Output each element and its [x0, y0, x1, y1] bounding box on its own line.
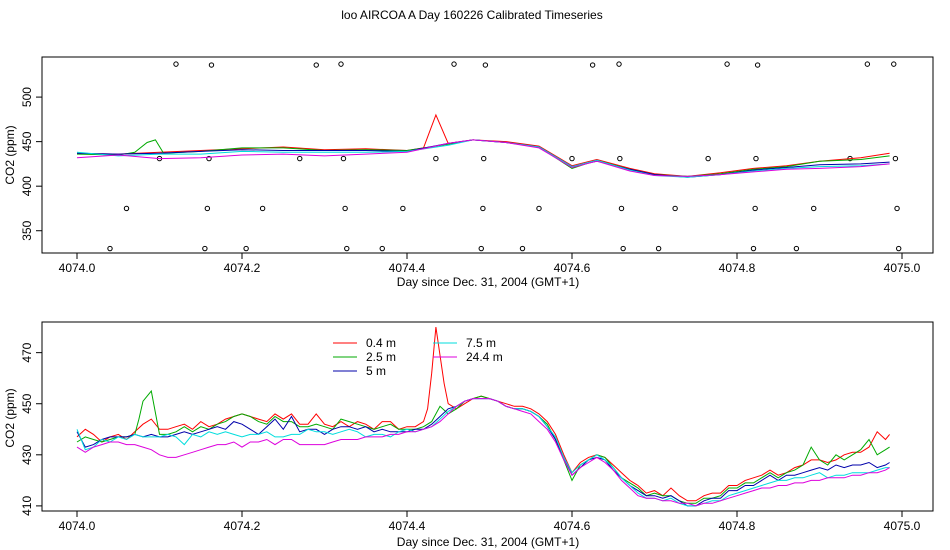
sample-marker — [123, 205, 130, 212]
top-x-tick-label: 4075.0 — [884, 261, 921, 275]
sample-marker — [208, 62, 215, 68]
bottom-x-tick-label: 4075.0 — [884, 519, 921, 533]
sample-marker — [618, 205, 625, 212]
top-x-tick-label: 4074.6 — [554, 261, 591, 275]
bottom-plot-frame — [41, 321, 934, 512]
sample-marker — [482, 62, 489, 68]
sample-marker — [259, 205, 266, 212]
sample-marker — [433, 155, 439, 162]
sample-marker — [705, 155, 711, 162]
sample-marker — [478, 245, 484, 252]
top-y-tick-label: 400 — [20, 176, 34, 196]
bottom-series-line — [76, 389, 890, 504]
bottom-y-axis-label: CO2 (ppm) — [3, 388, 17, 447]
top-series-lines — [76, 113, 890, 178]
bottom-y-tick-label: 470 — [20, 342, 34, 362]
sample-marker — [107, 245, 113, 252]
top-x-tick-label: 4074.0 — [59, 261, 96, 275]
sample-marker — [724, 61, 730, 67]
bottom-x-tick-label: 4074.0 — [59, 519, 96, 533]
sample-marker — [519, 245, 526, 252]
top-series-line — [76, 139, 890, 177]
sample-marker — [173, 61, 179, 67]
sample-marker — [243, 245, 249, 252]
top-panel: Day since Dec. 31, 2004 (GMT+1) CO2 (ppm… — [3, 56, 934, 289]
bottom-y-tick-label: 410 — [20, 496, 34, 516]
top-x-tick-label: 4074.2 — [224, 261, 261, 275]
top-series-line — [76, 113, 890, 177]
bottom-y-tick-label: 430 — [20, 444, 34, 464]
bottom-series-line — [76, 398, 890, 507]
sample-marker — [750, 245, 757, 252]
top-y-tick-label: 500 — [20, 87, 34, 107]
legend-label: 2.5 m — [366, 350, 396, 364]
top-y-axis-label: CO2 (ppm) — [3, 125, 17, 184]
legend-label: 24.4 m — [466, 350, 503, 364]
figure-title: loo AIRCOA A Day 160226 Calibrated Times… — [341, 8, 602, 22]
sample-marker — [340, 155, 347, 162]
sample-marker — [481, 155, 487, 162]
sample-marker — [451, 61, 457, 67]
sample-marker — [864, 61, 871, 67]
sample-marker — [892, 155, 899, 162]
sample-marker — [894, 205, 900, 212]
sample-marker — [620, 245, 626, 252]
bottom-x-tick-label: 4074.6 — [554, 519, 591, 533]
top-axis-ticks: 4074.0 4074.2 4074.4 4074.6 4074.8 4075.0 350 4… — [20, 87, 921, 275]
sample-marker — [344, 245, 350, 252]
bottom-series-line — [76, 398, 890, 507]
sample-marker — [338, 61, 344, 67]
bottom-axis-ticks: 4074.0 4074.2 4074.4 4074.6 4074.8 4075.0 410 4… — [20, 342, 921, 533]
top-series-line — [76, 139, 890, 178]
top-x-tick-label: 4074.8 — [719, 261, 756, 275]
legend-label: 5 m — [366, 364, 386, 378]
legend-label: 0.4 m — [366, 336, 396, 350]
sample-marker — [617, 155, 623, 162]
bottom-series-lines — [76, 327, 890, 507]
sample-marker — [891, 61, 897, 67]
sample-marker — [793, 245, 800, 252]
bottom-panel: Day since Dec. 31, 2004 (GMT+1) CO2 (ppm… — [3, 321, 934, 549]
top-x-axis-label: Day since Dec. 31, 2004 (GMT+1) — [397, 275, 579, 289]
top-plot-frame — [41, 56, 934, 254]
top-y-tick-label: 350 — [20, 220, 34, 240]
sample-marker — [480, 205, 486, 212]
top-x-tick-label: 4074.4 — [389, 261, 426, 275]
bottom-y-tick-label: 450 — [20, 393, 34, 413]
legend: 0.4 m2.5 m5 m 7.5 m24.4 m — [333, 336, 503, 378]
bottom-x-tick-label: 4074.8 — [719, 519, 756, 533]
sample-marker — [206, 155, 212, 162]
sample-marker — [379, 245, 385, 252]
sample-marker — [204, 205, 211, 212]
sample-marker — [202, 245, 208, 252]
bottom-x-tick-label: 4074.4 — [389, 519, 426, 533]
sample-marker — [342, 205, 348, 212]
sample-marker — [655, 245, 662, 252]
sample-marker — [536, 205, 542, 212]
bottom-x-axis-label: Day since Dec. 31, 2004 (GMT+1) — [397, 535, 579, 549]
sample-marker — [811, 205, 817, 212]
bottom-series-line — [76, 398, 890, 507]
sample-marker — [313, 62, 319, 68]
top-series-line — [76, 139, 890, 178]
sample-marker — [616, 61, 622, 67]
sample-marker — [753, 155, 759, 162]
sample-marker — [589, 62, 596, 68]
legend-label: 7.5 m — [466, 336, 496, 350]
sample-marker — [896, 245, 902, 252]
sample-marker — [297, 155, 303, 162]
sample-marker — [569, 155, 575, 162]
bottom-x-tick-label: 4074.2 — [224, 519, 261, 533]
sample-marker — [672, 205, 678, 212]
sample-marker — [400, 205, 406, 212]
top-markers — [107, 61, 902, 252]
top-y-tick-label: 450 — [20, 131, 34, 151]
sample-marker — [752, 205, 758, 212]
sample-marker — [754, 62, 761, 68]
